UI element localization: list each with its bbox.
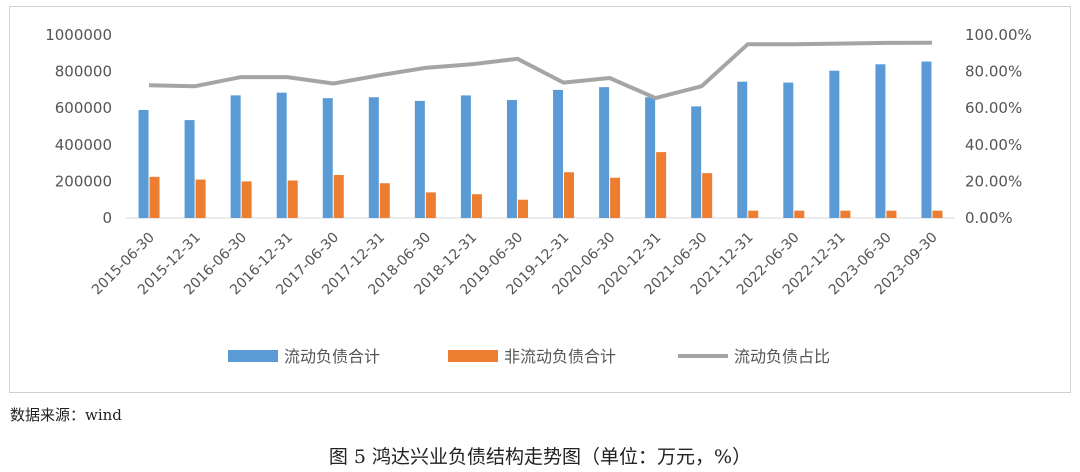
y-left-tick-label: 1000000 xyxy=(45,26,112,44)
y-left-tick-label: 400000 xyxy=(55,136,112,154)
source-note: 数据来源：wind xyxy=(10,406,122,424)
bar-noncurrent xyxy=(195,179,206,218)
y-left-tick-label: 200000 xyxy=(55,172,112,190)
bar-current xyxy=(506,99,517,218)
legend-label: 流动负债合计 xyxy=(284,347,380,366)
bar-current xyxy=(691,106,702,218)
legend-label: 非流动负债合计 xyxy=(504,347,616,366)
bar-current xyxy=(460,95,471,218)
legend-label: 流动负债占比 xyxy=(734,347,830,366)
bar-noncurrent xyxy=(794,210,805,218)
bar-current xyxy=(276,92,287,218)
y-right-tick-label: 60.00% xyxy=(965,99,1022,117)
bar-current xyxy=(875,64,886,218)
y-left-tick-label: 800000 xyxy=(55,63,112,81)
bar-noncurrent xyxy=(748,210,759,218)
bar-noncurrent xyxy=(379,183,390,218)
y-right-tick-label: 100.00% xyxy=(965,26,1032,44)
bar-noncurrent xyxy=(149,176,160,218)
bar-noncurrent xyxy=(840,210,851,218)
bar-noncurrent xyxy=(702,173,713,218)
legend-swatch xyxy=(228,350,278,362)
bar-current xyxy=(138,110,149,218)
y-left-tick-label: 600000 xyxy=(55,99,112,117)
bar-current xyxy=(368,97,379,218)
bar-noncurrent xyxy=(886,210,897,218)
bar-noncurrent xyxy=(333,174,344,218)
bar-current xyxy=(921,61,932,218)
bar-current xyxy=(553,89,564,219)
bar-current xyxy=(184,120,195,218)
y-right-tick-label: 0.00% xyxy=(965,209,1013,227)
bar-noncurrent xyxy=(471,194,482,218)
line-current-ratio xyxy=(148,40,933,101)
bar-noncurrent xyxy=(517,199,528,218)
bar-current xyxy=(829,70,840,218)
bar-noncurrent xyxy=(425,192,436,218)
y-right-tick-label: 40.00% xyxy=(965,136,1022,154)
bar-noncurrent xyxy=(610,177,621,218)
y-left-tick-label: 0 xyxy=(102,209,112,227)
y-right-tick-label: 20.00% xyxy=(965,172,1022,190)
bar-noncurrent xyxy=(656,152,667,218)
y-right-tick-label: 80.00% xyxy=(965,63,1022,81)
chart-frame: 0 200000 400000 600000 800000 1000000 0.00% 20.… xyxy=(9,6,1071,393)
bar-current xyxy=(322,98,333,218)
bar-noncurrent xyxy=(564,172,575,218)
bar-current xyxy=(783,82,794,218)
bar-noncurrent xyxy=(241,181,252,218)
bar-current xyxy=(645,97,656,218)
figure-caption: 图 5 鸿达兴业负债结构走势图（单位：万元，%） xyxy=(328,446,752,468)
bar-current xyxy=(737,81,748,218)
legend-swatch xyxy=(448,350,498,362)
chart-svg: 0 200000 400000 600000 800000 1000000 0.00% 20.… xyxy=(45,26,1032,366)
bar-noncurrent xyxy=(932,210,943,218)
bar-noncurrent xyxy=(287,180,298,218)
bar-current xyxy=(599,87,610,218)
bar-current xyxy=(414,100,425,218)
bar-current xyxy=(230,95,241,218)
